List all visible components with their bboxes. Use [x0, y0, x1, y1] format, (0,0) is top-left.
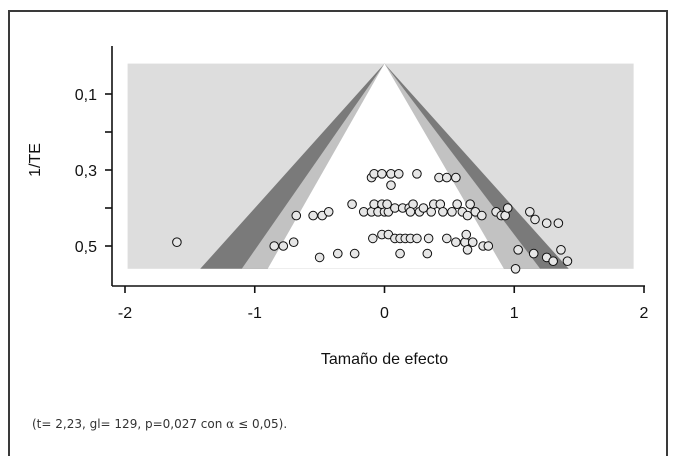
data-point-5 — [308, 210, 318, 221]
data-point-75 — [513, 245, 523, 255]
data-point-58 — [451, 237, 461, 247]
data-point-80 — [562, 256, 573, 267]
data-point-31 — [405, 207, 416, 217]
data-point-0 — [172, 237, 182, 247]
x-tick-label-2: 0 — [380, 305, 389, 322]
data-point-39 — [452, 199, 462, 209]
data-point-26 — [386, 180, 396, 190]
data-point-41 — [462, 210, 473, 221]
y-axis-title: 1/TE — [27, 143, 44, 177]
data-point-65 — [422, 248, 433, 259]
y-tick-label-2: 0,5 — [75, 239, 97, 256]
data-point-2 — [278, 241, 289, 251]
data-point-76 — [528, 248, 539, 259]
data-point-8 — [314, 252, 325, 263]
data-point-72 — [530, 214, 540, 225]
data-point-61 — [467, 237, 478, 247]
data-point-64 — [395, 248, 405, 259]
data-point-66 — [462, 245, 473, 255]
footnote-prefix: (t= 2,23, gl= 129, p=0,027 con — [32, 417, 227, 431]
x-tick-label-1: -1 — [248, 305, 262, 322]
data-point-74 — [553, 218, 564, 228]
axes: -2 -1 0 1 2 0,1 0,3 0,5 — [75, 46, 649, 322]
data-point-38 — [447, 207, 457, 217]
data-point-11 — [347, 199, 357, 209]
data-point-25 — [412, 169, 422, 179]
data-point-63 — [483, 241, 494, 251]
y-tick-label-0: 0,1 — [75, 87, 97, 104]
data-points — [172, 169, 573, 274]
x-axis-title: Tamaño de efecto — [321, 351, 448, 368]
data-point-71 — [525, 207, 535, 217]
data-point-22 — [377, 169, 387, 179]
data-point-78 — [548, 256, 558, 267]
data-point-47 — [451, 172, 461, 183]
data-point-55 — [412, 233, 422, 244]
alpha-symbol: α — [226, 417, 235, 431]
data-point-44 — [477, 210, 487, 221]
data-point-1 — [269, 241, 280, 251]
data-point-10 — [349, 248, 360, 259]
data-point-4 — [291, 210, 302, 221]
data-point-56 — [423, 233, 434, 244]
data-point-42 — [465, 199, 475, 209]
data-point-79 — [556, 245, 566, 255]
data-point-81 — [510, 264, 521, 274]
x-tick-label-3: 1 — [510, 305, 519, 322]
x-tick-label-4: 2 — [640, 305, 649, 322]
data-point-19 — [382, 199, 392, 209]
data-point-70 — [502, 203, 513, 213]
funnel-inner-region — [267, 63, 504, 269]
data-point-57 — [441, 233, 452, 244]
data-point-46 — [441, 172, 452, 183]
y-tick-label-1: 0,3 — [75, 163, 97, 180]
data-point-73 — [541, 218, 552, 228]
footnote: (t= 2,23, gl= 129, p=0,027 con α ≤ 0,05)… — [32, 417, 287, 431]
data-point-24 — [393, 169, 404, 179]
data-point-9 — [332, 248, 343, 259]
x-tick-label-0: -2 — [118, 305, 132, 322]
data-point-7 — [323, 207, 334, 217]
data-point-37 — [438, 207, 448, 217]
data-point-33 — [418, 203, 429, 213]
footnote-suffix: ≤ 0,05). — [234, 417, 288, 431]
data-point-60 — [461, 229, 472, 240]
data-point-3 — [288, 237, 299, 247]
data-point-48 — [368, 233, 378, 244]
figure-frame — [8, 10, 668, 456]
